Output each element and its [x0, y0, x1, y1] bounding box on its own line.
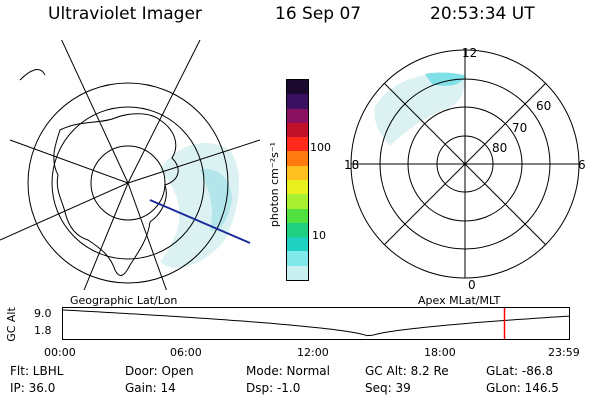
colorbar-segment: [287, 194, 308, 209]
info-dsp: Dsp: -1.0: [246, 381, 301, 395]
info-gain: Gain: 14: [125, 381, 176, 395]
altitude-curve: [62, 309, 571, 337]
info-glon: GLon: 146.5: [486, 381, 559, 395]
magnetic-map: [350, 49, 580, 279]
right-panel-caption: Apex MLat/MLT: [418, 294, 501, 307]
xtick-1200: 12:00: [297, 346, 329, 359]
colorbar-segment: [287, 237, 308, 252]
altitude-plot: [62, 307, 571, 340]
orbit-track: [149, 199, 251, 244]
geographic-map: [0, 40, 260, 290]
altitude-ytick-min: 1.8: [34, 324, 52, 337]
info-seq: Seq: 39: [365, 381, 411, 395]
mlt-12-label: 12: [462, 46, 478, 60]
mlt-6-label: 6: [578, 158, 586, 172]
colorbar-segment: [287, 151, 308, 166]
altitude-ytick-max: 9.0: [34, 307, 52, 320]
colorbar-segment: [287, 179, 308, 195]
xtick-1800: 18:00: [424, 346, 456, 359]
info-gc-alt: GC Alt: 8.2 Re: [365, 364, 449, 378]
colorbar: [286, 79, 309, 281]
info-mode: Mode: Normal: [246, 364, 330, 378]
instrument-title: Ultraviolet Imager: [48, 4, 202, 24]
mlat-80-label: 80: [492, 141, 508, 155]
mlat-70-label: 70: [512, 121, 528, 135]
colorbar-segment: [287, 165, 308, 180]
colorbar-segment: [287, 137, 308, 152]
colorbar-segment: [287, 108, 308, 123]
aurora-region-magnetic: [374, 73, 465, 146]
info-glat: GLat: -86.8: [486, 364, 553, 378]
coastline-fragment: [19, 69, 46, 81]
date-label: 16 Sep 07: [275, 4, 362, 24]
aurora-core-magnetic: [425, 72, 465, 86]
colorbar-tick-100: 100: [310, 141, 331, 154]
info-door: Door: Open: [125, 364, 194, 378]
colorbar-segment: [287, 265, 308, 280]
time-label: 20:53:34 UT: [430, 4, 535, 24]
colorbar-segment: [287, 122, 308, 138]
xtick-0600: 06:00: [170, 346, 202, 359]
aurora-core: [200, 168, 232, 231]
mlt-0-label: 0: [468, 278, 476, 292]
left-panel-caption: Geographic Lat/Lon: [70, 294, 178, 307]
colorbar-segment: [287, 222, 308, 238]
colorbar-label: photon cm⁻²s⁻¹: [268, 141, 282, 228]
mlat-60-label: 60: [536, 99, 552, 113]
xtick-0000: 00:00: [44, 346, 76, 359]
info-flt: Flt: LBHL: [10, 364, 64, 378]
mlt-18-label: 18: [344, 158, 360, 172]
xtick-2359: 23:59: [548, 346, 580, 359]
colorbar-segment: [287, 208, 308, 223]
colorbar-segment: [287, 251, 308, 266]
colorbar-segment: [287, 94, 308, 109]
colorbar-segment: [287, 80, 308, 95]
altitude-ylabel: GC Alt: [4, 307, 18, 342]
colorbar-tick-10: 10: [312, 229, 326, 242]
continent-outline: [53, 113, 179, 276]
info-ip: IP: 36.0: [10, 381, 56, 395]
